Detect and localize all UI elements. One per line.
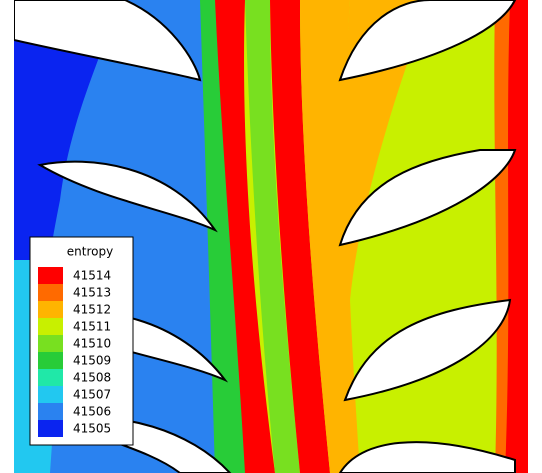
legend-swatch: [38, 403, 63, 420]
legend-swatch: [38, 352, 63, 369]
legend-swatch: [38, 335, 63, 352]
legend-label: 41514: [73, 269, 111, 283]
legend-label: 41513: [73, 286, 111, 300]
legend-label: 41511: [73, 320, 111, 334]
legend-label: 41506: [73, 405, 111, 419]
legend-swatch: [38, 267, 63, 284]
legend-swatch: [38, 369, 63, 386]
legend-label: 41509: [73, 354, 111, 368]
legend-label: 41512: [73, 303, 111, 317]
legend-swatch: [38, 420, 63, 437]
legend-label: 41505: [73, 422, 111, 436]
legend-title: entropy: [67, 245, 113, 259]
legend-swatch: [38, 301, 63, 318]
legend-label: 41508: [73, 371, 111, 385]
legend-swatch: [38, 386, 63, 403]
legend-label: 41507: [73, 388, 111, 402]
legend-swatch: [38, 284, 63, 301]
legend-swatch: [38, 318, 63, 335]
legend: 41514 41513 41512 41511 41510 41509 41508 41507…: [38, 267, 111, 437]
legend-label: 41510: [73, 337, 111, 351]
